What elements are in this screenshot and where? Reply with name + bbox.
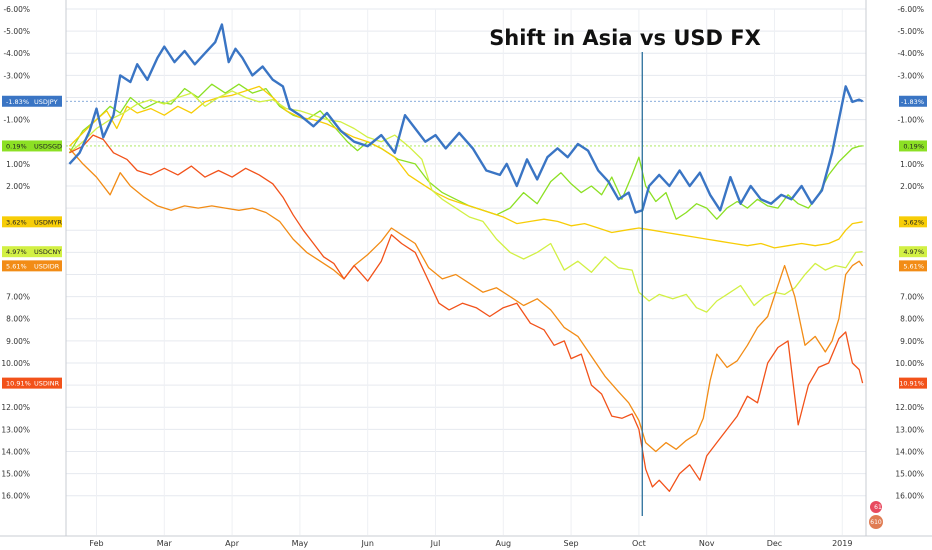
x-tick-label: 2019 bbox=[832, 539, 852, 548]
x-tick-label: Oct bbox=[632, 539, 646, 548]
y-tick-label-left: 12.00% bbox=[1, 403, 30, 412]
right-tag-usdidr bbox=[899, 260, 927, 272]
left-tag-series-name: USDJPY bbox=[34, 98, 58, 106]
y-tick-label-right: 15.00% bbox=[895, 470, 924, 479]
y-tick-label-right: 9.00% bbox=[900, 337, 924, 346]
y-tick-label-right: -6.00% bbox=[897, 5, 924, 14]
y-tick-label-left: -5.00% bbox=[3, 27, 30, 36]
logo-shape bbox=[870, 501, 882, 513]
right-tag-usdmyr bbox=[899, 216, 927, 228]
right-axis: -6.00% -5.00% -4.00% -3.00% -1.00% 1.00% 2.00%… bbox=[865, 0, 924, 536]
watermark-logo: 61 610 bbox=[869, 501, 883, 529]
series-line-usdjpy bbox=[68, 23, 864, 214]
y-tick-label-right: 2.00% bbox=[900, 182, 924, 191]
left-tag-value: 3.62% bbox=[6, 218, 27, 226]
y-tick-label-right: 16.00% bbox=[895, 492, 924, 501]
y-tick-label-left: 9.00% bbox=[6, 337, 30, 346]
left-axis: -6.00% -5.00% -4.00% -3.00% -1.00% 1.00% 2.00%… bbox=[1, 0, 67, 536]
left-tag-value: -1.83% bbox=[6, 98, 29, 106]
y-tick-label-left: 8.00% bbox=[6, 315, 30, 324]
right-tag-value: 3.62% bbox=[903, 218, 924, 226]
y-tick-label-right: 7.00% bbox=[900, 293, 924, 302]
right-tag-usdsgd bbox=[899, 140, 927, 152]
y-tick-label-right: 14.00% bbox=[895, 447, 924, 456]
chart-title: Shift in Asia vs USD FX bbox=[489, 26, 761, 50]
left-tag-value: 0.19% bbox=[6, 142, 27, 150]
x-tick-label: Jun bbox=[360, 539, 374, 548]
right-tag-value: 5.61% bbox=[903, 262, 924, 270]
y-tick-label-left: -6.00% bbox=[3, 5, 30, 14]
right-tag-usdjpy bbox=[899, 95, 927, 107]
right-tag-value: 0.19% bbox=[903, 142, 924, 150]
y-tick-label-right: -1.00% bbox=[897, 116, 924, 125]
y-tick-label-left: -3.00% bbox=[3, 71, 30, 80]
series-line-usdinr bbox=[69, 134, 864, 492]
grid bbox=[66, 8, 866, 535]
y-tick-label-left: 14.00% bbox=[1, 447, 30, 456]
series-line-usdmyr bbox=[68, 85, 863, 249]
logo-text-bottom: 610 bbox=[870, 519, 882, 526]
x-tick-label: Dec bbox=[767, 539, 782, 548]
left-tag-usdjpy bbox=[2, 95, 62, 107]
logo-shape bbox=[869, 515, 883, 529]
left-tag-usdmyr bbox=[2, 216, 62, 228]
right-tag-usdcny bbox=[899, 246, 927, 258]
right-tag-value: 10.91% bbox=[899, 380, 924, 388]
y-tick-label-left: 16.00% bbox=[1, 492, 30, 501]
x-tick-label: Mar bbox=[157, 539, 173, 548]
y-tick-label-left: 2.00% bbox=[6, 182, 30, 191]
left-tag-series-name: USDCNY bbox=[34, 248, 61, 256]
y-tick-label-left: 7.00% bbox=[6, 293, 30, 302]
series-tags: -1.83% USDJPY -1.83% 0.19% USDSGD 0.19% 3.62% U… bbox=[2, 95, 927, 389]
x-tick-label: Nov bbox=[699, 539, 715, 548]
y-tick-label-right: -4.00% bbox=[897, 49, 924, 58]
right-tag-value: -1.83% bbox=[901, 98, 924, 106]
x-tick-label: Aug bbox=[495, 539, 511, 548]
y-tick-label-left: 10.00% bbox=[1, 359, 30, 368]
y-tick-label-left: 1.00% bbox=[6, 160, 30, 169]
x-tick-label: Jul bbox=[430, 539, 441, 548]
left-tag-series-name: USDMYR bbox=[34, 218, 62, 226]
left-tag-usdinr bbox=[2, 377, 62, 389]
left-tag-series-name: USDIDR bbox=[34, 262, 60, 270]
y-tick-label-right: 1.00% bbox=[900, 160, 924, 169]
series-line-usdsgd bbox=[68, 83, 863, 220]
y-tick-label-right: 8.00% bbox=[900, 315, 924, 324]
y-tick-label-right: 13.00% bbox=[895, 425, 924, 434]
y-tick-label-left: 13.00% bbox=[1, 425, 30, 434]
left-tag-value: 4.97% bbox=[6, 248, 27, 256]
y-tick-label-right: 10.00% bbox=[895, 359, 924, 368]
y-tick-label-right: -5.00% bbox=[897, 27, 924, 36]
y-tick-label-left: -4.00% bbox=[3, 49, 30, 58]
x-tick-label: Sep bbox=[564, 539, 579, 548]
series-lines bbox=[68, 23, 864, 492]
x-tick-label: May bbox=[292, 539, 309, 548]
left-tag-usdcny bbox=[2, 246, 62, 258]
x-tick-label: Feb bbox=[89, 539, 103, 548]
x-tick-label: Apr bbox=[225, 539, 240, 548]
series-line-usdcny bbox=[68, 90, 863, 313]
left-tag-series-name: USDINR bbox=[34, 380, 60, 388]
logo-text-top: 61 bbox=[874, 504, 882, 511]
right-tag-value: 4.97% bbox=[903, 248, 924, 256]
y-tick-label-left: -1.00% bbox=[3, 116, 30, 125]
left-tag-usdsgd bbox=[2, 140, 62, 152]
y-tick-label-right: 12.00% bbox=[895, 403, 924, 412]
series-line-usdidr bbox=[68, 147, 864, 453]
x-axis: Feb Mar Apr May Jun Jul Aug Sep Oct Nov Dec 2019 bbox=[0, 535, 932, 548]
right-tag-usdinr bbox=[899, 377, 927, 389]
left-tag-value: 10.91% bbox=[6, 380, 31, 388]
y-tick-label-left: 15.00% bbox=[1, 470, 30, 479]
y-tick-label-right: -3.00% bbox=[897, 71, 924, 80]
left-tag-usdidr bbox=[2, 260, 62, 272]
left-tag-value: 5.61% bbox=[6, 262, 27, 270]
left-tag-series-name: USDSGD bbox=[34, 142, 62, 150]
